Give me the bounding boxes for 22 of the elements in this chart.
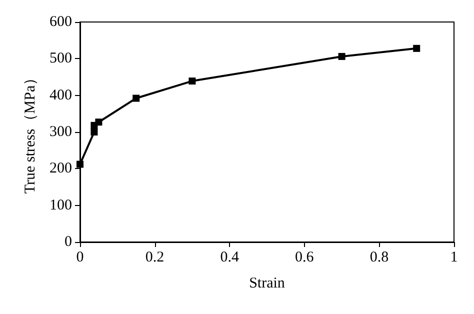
- point: [95, 118, 102, 126]
- y-axis-title: True stress（MPa）: [22, 70, 38, 194]
- x-tick-label: 1: [450, 250, 458, 266]
- x-axis-title: Strain: [249, 276, 286, 292]
- y-tick-label: 300: [50, 124, 72, 140]
- point: [90, 128, 98, 136]
- x-tick-label: 0: [76, 250, 84, 266]
- x-tick-label: 0.6: [295, 250, 314, 266]
- point: [338, 52, 346, 60]
- point: [76, 160, 84, 168]
- x-tick-label: 0.8: [370, 250, 389, 266]
- point: [413, 44, 420, 52]
- x-tick-label: 0.4: [220, 250, 240, 266]
- point: [188, 78, 196, 85]
- y-tick-label: 400: [50, 87, 72, 104]
- y-tick-label: 100: [50, 197, 72, 214]
- y-tick-label: 500: [50, 50, 72, 67]
- y-tick-label: 0: [64, 234, 72, 250]
- y-tick-label: 600: [50, 14, 72, 30]
- y-tick-label: 200: [50, 160, 72, 177]
- point: [132, 94, 140, 102]
- x-tick-label: 0.2: [145, 250, 164, 266]
